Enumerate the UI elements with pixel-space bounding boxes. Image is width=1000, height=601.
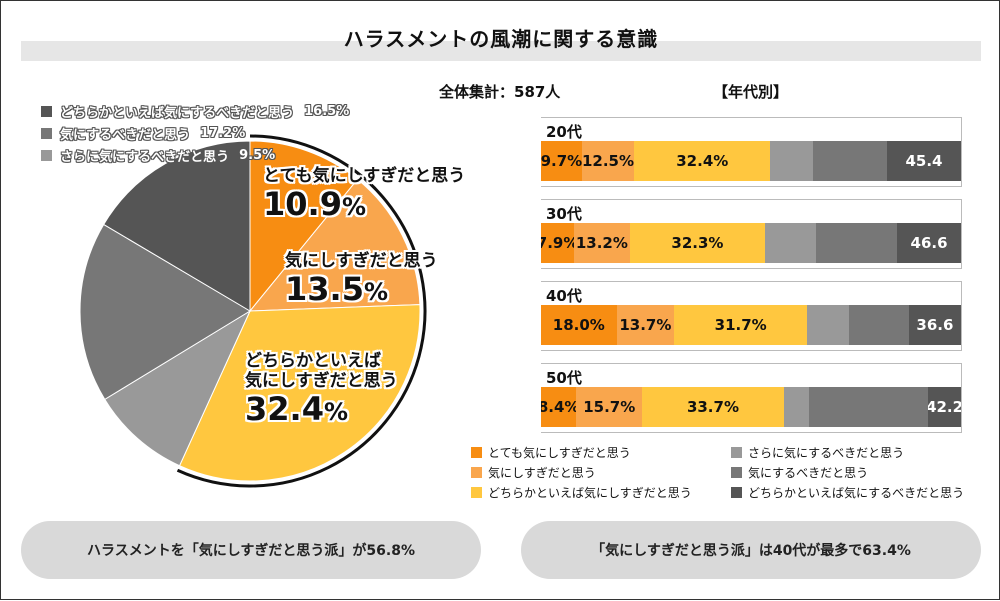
bar-segment: 45.4 (887, 141, 961, 181)
bar-legend-name: どちらかといえば気にしすぎだと思う (488, 486, 692, 500)
bar-segment (765, 223, 817, 263)
pie-label-pct: 10.9% (263, 185, 366, 223)
bar-segment: 9.7% (541, 141, 582, 181)
bar-segment (783, 387, 809, 427)
pie-legend-pct: 16.5% (304, 103, 350, 119)
pie-label-pct: 32.4% (245, 390, 348, 428)
bar-legend-name: どちらかといえば気にするべきだと思う (748, 486, 965, 500)
pie-slice-3 (178, 304, 421, 482)
pie-label-pct: 13.5% (285, 270, 388, 308)
bar-segment: 32.3% (629, 223, 766, 263)
pie-slice-6 (102, 140, 251, 312)
bar-segment: 13.2% (574, 223, 630, 263)
pie-legend-item: 気にするべきだと思う 17.2% (41, 122, 349, 144)
bar-legend-swatch (731, 487, 742, 498)
pie-legend-swatch (41, 105, 52, 117)
pie-legend: どちらかといえば気にするべきだと思う 16.5% 気にするべきだと思う 17.2% さら… (41, 100, 349, 166)
pie-legend-name: 気にするべきだと思う (60, 127, 191, 143)
pie-label-name: とても気にしすぎだと思う (263, 166, 466, 186)
pie-slice-2 (248, 178, 421, 312)
bar-segment (849, 305, 909, 345)
pie-label-1: とても気にしすぎだと思う 10.9% (263, 166, 465, 225)
bar-segment (813, 141, 888, 181)
bar-segment: 31.7% (674, 305, 808, 345)
bar-legend-name: とても気にしすぎだと思う (488, 446, 631, 460)
bar-legend-item: とても気にしすぎだと思う (471, 444, 631, 461)
bar-category-label: 40代 (546, 287, 582, 305)
pie-legend-item: さらに気にするべきだと思う 9.5% (41, 144, 349, 166)
bar-segment: 12.5% (581, 141, 635, 181)
bar-legend-item: どちらかといえば気にするべきだと思う (731, 484, 964, 501)
summary-right: 「気にしすぎだと思う派」は40代が最多で63.4% (521, 521, 981, 579)
bar-legend-swatch (471, 487, 482, 498)
pie-label-name: どちらかといえば (245, 351, 381, 371)
bar-row: 18.0% 13.7% 31.7% 36.6 (541, 305, 961, 345)
bar-segment: 7.9% (541, 223, 575, 263)
bar-legend-swatch (731, 467, 742, 478)
bar-legend-swatch (471, 447, 482, 458)
bar-legend-name: 気にしすぎだと思う (488, 466, 596, 480)
bar-segment (808, 387, 929, 427)
pie-legend-pct: 17.2% (200, 125, 246, 141)
pie-slice-1 (249, 140, 359, 313)
bar-segment: 42.2 (928, 387, 961, 427)
bar-row: 9.7% 12.5% 32.4% 45.4 (541, 141, 961, 181)
bar-legend-swatch (731, 447, 742, 458)
bar-category-label: 20代 (546, 123, 582, 141)
bar-legend-item: さらに気にするべきだと思う (731, 444, 904, 461)
bar-legend-item: 気にしすぎだと思う (471, 464, 596, 481)
pie-legend-swatch (41, 149, 52, 161)
bar-segment: 13.7% (616, 305, 675, 345)
title-bar (21, 41, 981, 61)
total-count-label: 全体集計：587人 (439, 83, 561, 101)
bar-legend-name: 気にするべきだと思う (748, 466, 869, 480)
bar-category-label: 50代 (546, 369, 582, 387)
bar-legend-swatch (471, 467, 482, 478)
pie-slice-5 (79, 223, 251, 401)
chart-title: ハラスメントの風潮に関する意識 (343, 27, 659, 51)
bar-legend-name: さらに気にするべきだと思う (748, 446, 905, 460)
pie-legend-name: どちらかといえば気にするべきだと思う (60, 105, 295, 121)
bar-segment: 8.4% (541, 387, 577, 427)
pie-legend-item: どちらかといえば気にするべきだと思う 16.5% (41, 100, 349, 122)
by-age-label: 【年代別】 (713, 83, 789, 101)
pie-legend-name: さらに気にするべきだと思う (60, 149, 230, 165)
pie-group-outline (176, 134, 427, 488)
bar-segment: 18.0% (541, 305, 617, 345)
pie-label-3: どちらかといえば 気にしすぎだと思う 32.4% (245, 351, 398, 430)
bar-row: 7.9%13.2%32.3% 46.6 (541, 223, 961, 263)
bar-legend-item: どちらかといえば気にしすぎだと思う (471, 484, 692, 501)
bar-segment: 32.4% (634, 141, 771, 181)
bar-segment: 46.6 (897, 223, 961, 263)
pie-label-name: 気にしすぎだと思う (245, 371, 398, 391)
bar-legend-item: 気にするべきだと思う (731, 464, 868, 481)
bar-segment: 33.7% (642, 387, 784, 427)
bar-segment (770, 141, 814, 181)
pie-legend-pct: 9.5% (239, 147, 276, 163)
bar-segment (807, 305, 850, 345)
bar-segment: 36.6 (908, 305, 961, 345)
pie-label-name: 気にしすぎだと思う (285, 251, 438, 271)
bar-row: 8.4%15.7%33.7% 42.2 (541, 387, 961, 427)
summary-left: ハラスメントを「気にしすぎだと思う派」が56.8% (21, 521, 481, 579)
pie-legend-swatch (41, 127, 52, 139)
bar-segment: 15.7% (576, 387, 643, 427)
pie-label-2: 気にしすぎだと思う 13.5% (285, 251, 438, 310)
bar-category-label: 30代 (546, 205, 582, 223)
bar-segment (816, 223, 898, 263)
pie-slice-4 (104, 309, 252, 467)
